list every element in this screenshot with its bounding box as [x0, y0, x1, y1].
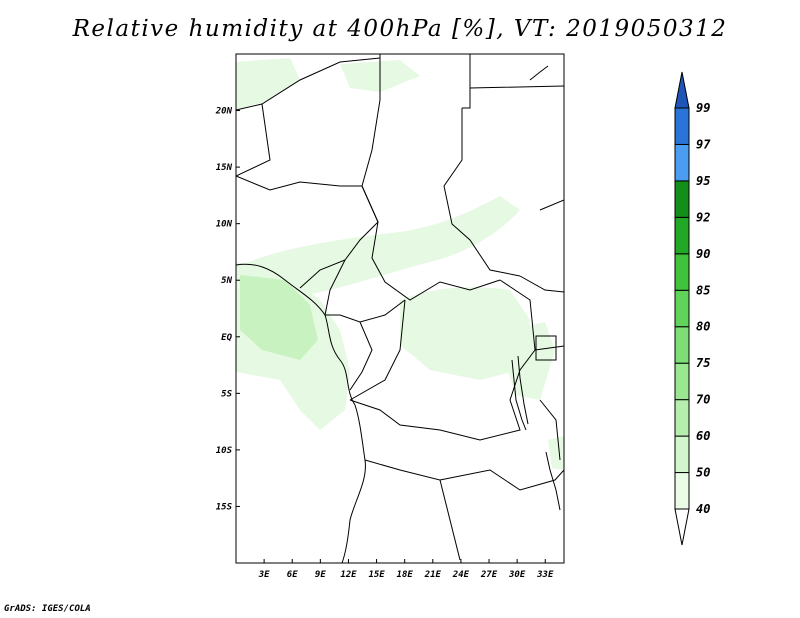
latitude-axis: 20N 15N 10N 5N EQ 5S 10S 15S	[215, 107, 240, 512]
colorbar-label: 85	[696, 283, 710, 297]
lake-victoria	[535, 335, 557, 361]
colorbar-lower-arrow	[674, 508, 690, 546]
lat-tick-label: 5N	[221, 276, 232, 286]
colorbar: 40 50 60 70 75 80 85 90 92 95 97 99	[674, 71, 711, 546]
humidity-patch-southeast	[548, 436, 564, 470]
border-west-africa-north	[236, 57, 381, 177]
humidity-band-north	[236, 196, 520, 300]
colorbar-segment	[674, 107, 690, 145]
colorbar-label: 92	[696, 210, 710, 224]
humidity-patch-lakes	[505, 322, 555, 400]
colorbar-label: 60	[696, 429, 710, 443]
border-drc	[349, 279, 536, 441]
lon-tick-label: 9E	[315, 570, 326, 580]
colorbar-label: 97	[696, 137, 711, 151]
colorbar-segment	[674, 216, 690, 255]
border-sudan	[443, 108, 564, 277]
colorbar-segment	[674, 399, 690, 437]
border-zambia	[439, 469, 564, 491]
colorbar-segment	[674, 472, 690, 510]
colorbar-segment	[674, 435, 690, 474]
longitude-axis: 3E 6E 9E 12E 15E 18E 21E 24E 27E 30E 33E	[258, 559, 554, 580]
credit-text: GrADS: IGES/COLA	[4, 604, 91, 614]
lat-tick-label: 15S	[216, 502, 233, 512]
red-sea-coast	[529, 65, 549, 81]
lon-tick-label: 18E	[397, 570, 414, 580]
colorbar-label: 95	[696, 174, 710, 188]
country-boundaries	[236, 54, 564, 563]
colorbar-segment	[674, 326, 690, 364]
map-title: Relative humidity at 400hPa [%], VT: 201…	[72, 16, 728, 42]
lon-tick-label: 30E	[508, 570, 526, 580]
lon-tick-label: 24E	[452, 570, 470, 580]
colorbar-label: 50	[696, 466, 710, 480]
colorbar-segment	[674, 253, 690, 291]
humidity-patch-north	[236, 58, 300, 110]
lon-tick-label: 21E	[424, 570, 442, 580]
lat-tick-label: 10N	[216, 220, 233, 230]
colorbar-label: 70	[696, 393, 710, 407]
border-libya-chad	[361, 54, 381, 187]
humidity-patch-core	[240, 275, 318, 360]
lat-tick-label: EQ	[221, 333, 232, 343]
lake-malawi	[545, 451, 561, 511]
humidity-field	[236, 58, 564, 470]
lat-tick-label: 20N	[215, 107, 233, 117]
lat-tick-label: 15N	[216, 163, 233, 173]
colorbar-segment	[674, 143, 690, 182]
colorbar-upper-arrow	[674, 71, 690, 109]
colorbar-segment	[674, 180, 690, 218]
lon-tick-label: 3E	[258, 570, 270, 580]
lon-tick-label: 27E	[480, 570, 498, 580]
border-congo	[349, 299, 406, 401]
colorbar-label: 40	[696, 502, 710, 516]
border-cameroon	[324, 259, 406, 323]
lake-tanganyika	[511, 355, 529, 431]
coastline	[236, 263, 366, 563]
border-angola	[364, 459, 461, 561]
lat-tick-label: 10S	[216, 446, 233, 456]
colorbar-segment	[674, 362, 690, 401]
lon-tick-label: 6E	[287, 570, 298, 580]
border-egypt	[462, 54, 564, 109]
lat-tick-label: 5S	[221, 389, 232, 399]
colorbar-label: 80	[696, 320, 710, 334]
lon-tick-label: 12E	[340, 570, 357, 580]
colorbar-label: 75	[696, 356, 710, 370]
border-chad-car	[361, 185, 501, 301]
lon-tick-label: 33E	[536, 570, 554, 580]
border-east-africa	[519, 275, 564, 461]
lon-tick-label: 15E	[368, 570, 385, 580]
colorbar-label: 90	[696, 247, 710, 261]
map-frame	[235, 53, 565, 564]
colorbar-label: 99	[696, 101, 710, 115]
colorbar-segment	[674, 289, 690, 328]
humidity-patch-central	[400, 287, 530, 380]
